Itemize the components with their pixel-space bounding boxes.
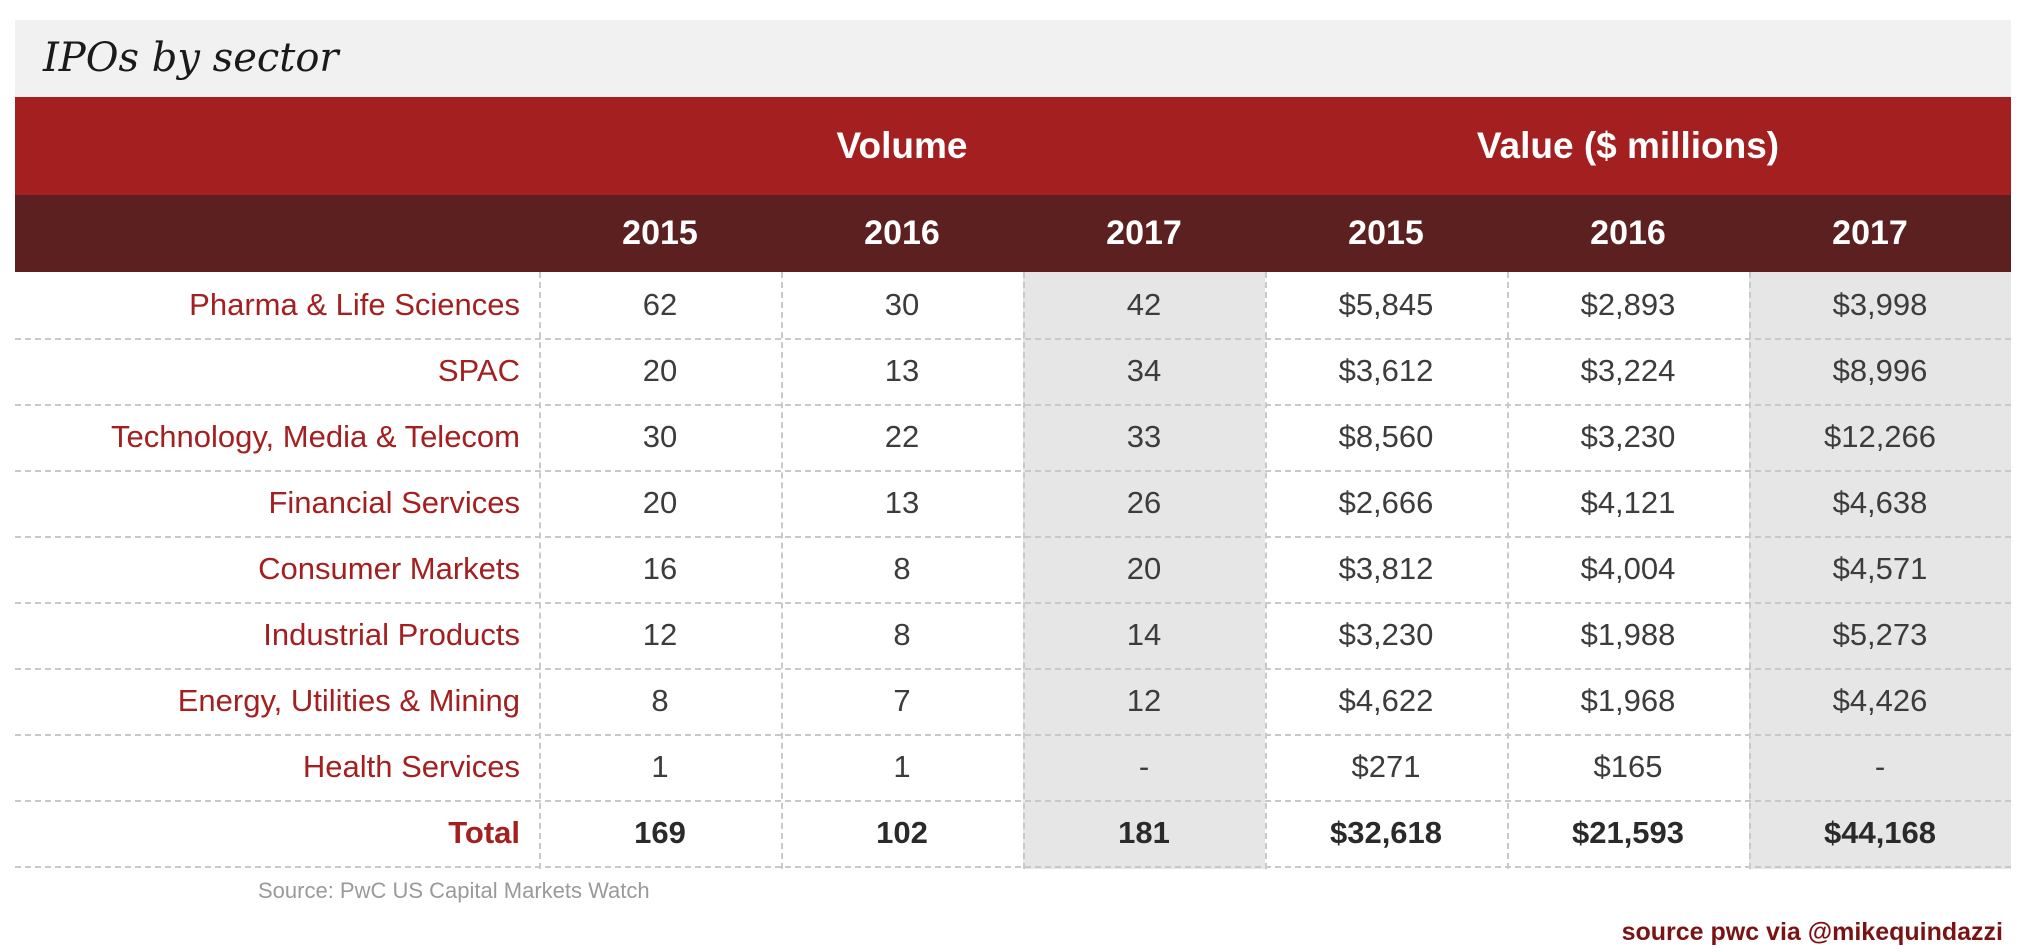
volume-cell: 14 <box>1126 617 1162 652</box>
total-volume-cell: 102 <box>876 815 928 850</box>
volume-cell: - <box>1138 749 1150 784</box>
shaded-column-value-2017 <box>1749 272 2011 869</box>
sector-label: SPAC <box>437 353 520 388</box>
volume-cell: 33 <box>1126 419 1162 454</box>
value-cell: $271 <box>1351 749 1421 784</box>
sector-label: Pharma & Life Sciences <box>189 287 520 322</box>
year-label-value-2017: 2017 <box>1832 214 1908 252</box>
volume-cell: 22 <box>884 419 920 454</box>
value-cell: $2,893 <box>1580 287 1676 322</box>
column-divider <box>781 272 783 869</box>
shaded-column-volume-2017 <box>1023 272 1265 869</box>
title-bar: IPOs by sector <box>15 20 2011 97</box>
volume-cell: 62 <box>642 287 678 322</box>
year-label-volume-2015: 2015 <box>622 214 698 252</box>
table-row: Technology, Media & Telecom 30 22 33 $8,… <box>15 404 2011 472</box>
sector-label: Technology, Media & Telecom <box>111 419 520 454</box>
year-header-row: 2015 2016 2017 2015 2016 2017 <box>15 195 2011 272</box>
volume-cell: 42 <box>1126 287 1162 322</box>
column-divider <box>539 272 541 869</box>
table-row: Energy, Utilities & Mining 8 7 12 $4,622… <box>15 668 2011 736</box>
total-value-cell: $21,593 <box>1571 815 1685 850</box>
source-note: Source: PwC US Capital Markets Watch <box>258 878 650 903</box>
table-row: Pharma & Life Sciences 62 30 42 $5,845 $… <box>15 272 2011 340</box>
sector-label: Financial Services <box>268 485 520 520</box>
volume-cell: 30 <box>642 419 678 454</box>
value-cell: $3,224 <box>1580 353 1676 388</box>
volume-cell: 8 <box>651 683 669 718</box>
total-volume-cell: 169 <box>634 815 686 850</box>
table-row: Financial Services 20 13 26 $2,666 $4,12… <box>15 470 2011 538</box>
column-divider <box>1507 272 1509 869</box>
value-cell: $12,266 <box>1823 419 1937 454</box>
sector-label: Consumer Markets <box>258 551 520 586</box>
value-cell: - <box>1874 749 1886 784</box>
volume-cell: 20 <box>642 485 678 520</box>
sector-label: Energy, Utilities & Mining <box>177 683 520 718</box>
table-row: Industrial Products 12 8 14 $3,230 $1,98… <box>15 602 2011 670</box>
table-row: SPAC 20 13 34 $3,612 $3,224 $8,996 <box>15 338 2011 406</box>
credit-text: source pwc via @mikequindazzi <box>1621 918 2003 946</box>
volume-cell: 16 <box>642 551 678 586</box>
volume-cell: 34 <box>1126 353 1162 388</box>
volume-cell: 8 <box>893 551 911 586</box>
value-cell: $3,612 <box>1338 353 1434 388</box>
group-label-volume: Volume <box>836 125 968 166</box>
total-value-cell: $32,618 <box>1329 815 1443 850</box>
group-label-value: Value ($ millions) <box>1476 125 1780 166</box>
value-cell: $2,666 <box>1338 485 1434 520</box>
volume-cell: 1 <box>893 749 911 784</box>
value-cell: $4,004 <box>1580 551 1676 586</box>
value-cell: $4,622 <box>1338 683 1434 718</box>
value-cell: $4,426 <box>1832 683 1928 718</box>
value-cell: $8,560 <box>1338 419 1434 454</box>
volume-cell: 12 <box>1126 683 1162 718</box>
year-label-volume-2016: 2016 <box>864 214 940 252</box>
total-row: Total 169 102 181 $32,618 $21,593 $44,16… <box>15 800 2011 868</box>
value-cell: $3,230 <box>1338 617 1434 652</box>
volume-cell: 30 <box>884 287 920 322</box>
table-body: Pharma & Life Sciences 62 30 42 $5,845 $… <box>15 272 2011 869</box>
volume-cell: 12 <box>642 617 678 652</box>
volume-cell: 20 <box>1126 551 1162 586</box>
volume-cell: 20 <box>642 353 678 388</box>
value-cell: $8,996 <box>1832 353 1928 388</box>
year-label-value-2015: 2015 <box>1348 214 1424 252</box>
column-divider <box>1023 272 1025 869</box>
total-value-cell: $44,168 <box>1823 815 1937 850</box>
total-label: Total <box>448 815 520 850</box>
value-cell: $3,812 <box>1338 551 1434 586</box>
sector-label: Health Services <box>302 749 520 784</box>
volume-cell: 13 <box>884 485 920 520</box>
year-label-value-2016: 2016 <box>1590 214 1666 252</box>
chart-title: IPOs by sector <box>43 35 339 81</box>
sector-label: Industrial Products <box>263 617 520 652</box>
table-row: Consumer Markets 16 8 20 $3,812 $4,004 $… <box>15 536 2011 604</box>
column-divider <box>1749 272 1751 869</box>
table-row: Health Services 1 1 - $271 $165 - <box>15 734 2011 802</box>
value-cell: $4,638 <box>1832 485 1928 520</box>
value-cell: $4,571 <box>1832 551 1928 586</box>
value-cell: $1,968 <box>1580 683 1676 718</box>
value-cell: $3,998 <box>1832 287 1928 322</box>
year-label-volume-2017: 2017 <box>1106 214 1182 252</box>
volume-cell: 7 <box>893 683 911 718</box>
value-cell: $5,273 <box>1832 617 1928 652</box>
value-cell: $165 <box>1593 749 1663 784</box>
volume-cell: 13 <box>884 353 920 388</box>
volume-cell: 1 <box>651 749 669 784</box>
value-cell: $4,121 <box>1580 485 1676 520</box>
volume-cell: 26 <box>1126 485 1162 520</box>
total-volume-cell: 181 <box>1118 815 1170 850</box>
value-cell: $5,845 <box>1338 287 1434 322</box>
column-divider <box>1265 272 1267 869</box>
volume-cell: 8 <box>893 617 911 652</box>
value-cell: $1,988 <box>1580 617 1676 652</box>
value-cell: $3,230 <box>1580 419 1676 454</box>
group-header-row: Volume Value ($ millions) <box>15 97 2011 195</box>
